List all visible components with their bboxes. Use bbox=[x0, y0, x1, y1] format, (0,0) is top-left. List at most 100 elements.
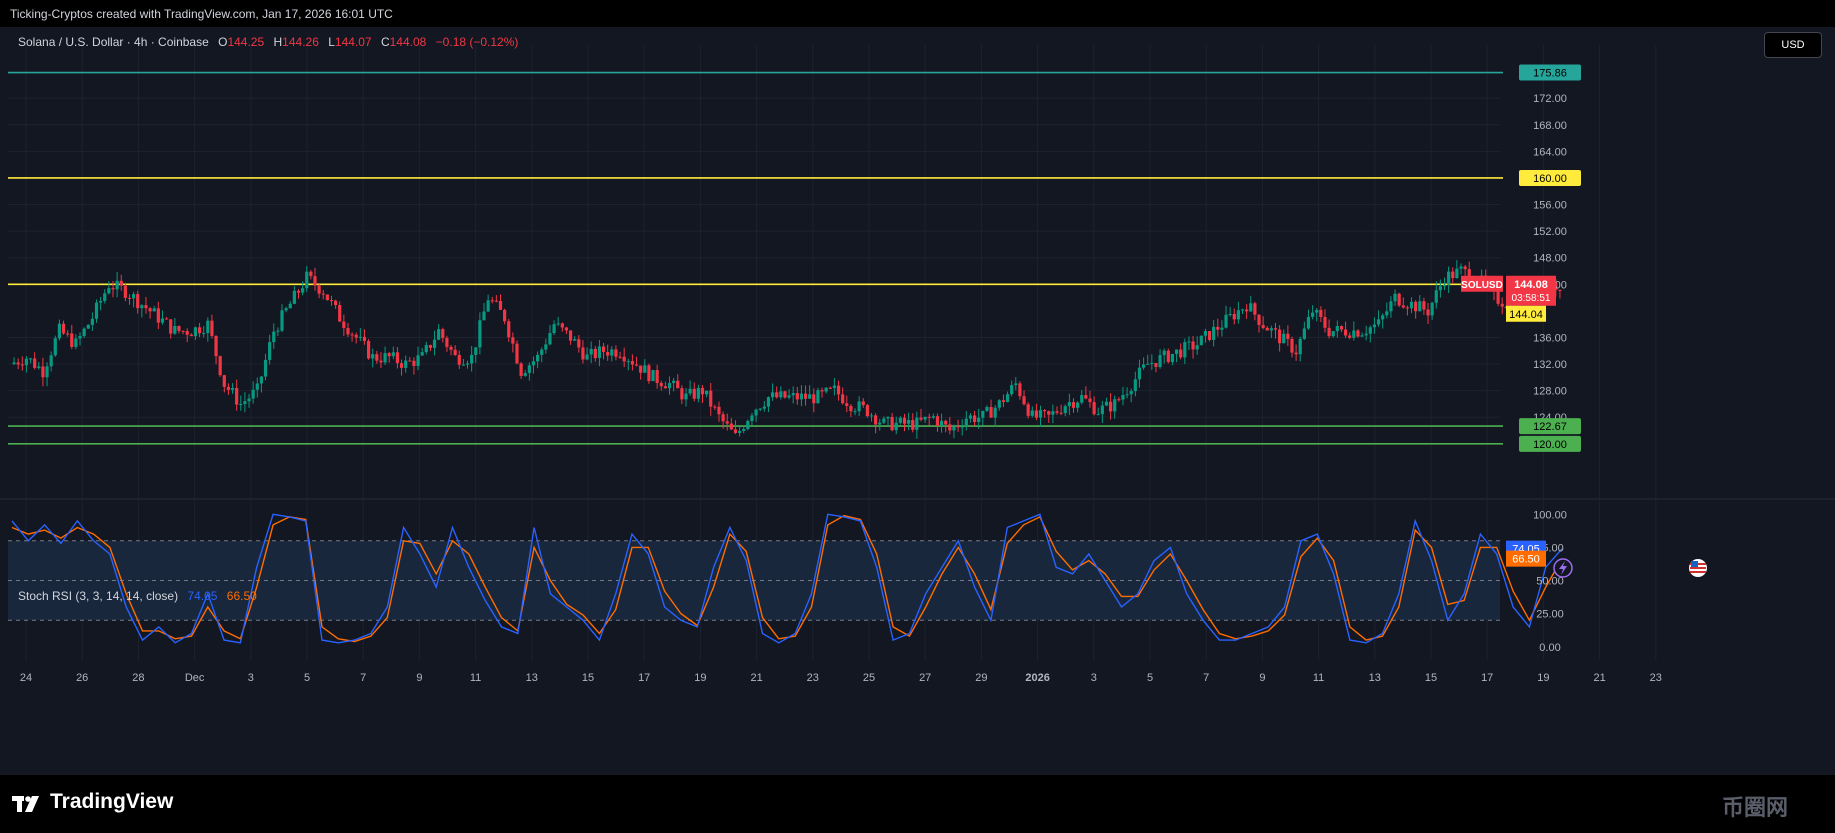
currency-button[interactable]: USD bbox=[1764, 32, 1822, 58]
candle-body bbox=[577, 339, 581, 348]
candle-body bbox=[490, 300, 494, 302]
candle-body bbox=[61, 323, 66, 334]
candle-body bbox=[292, 290, 296, 304]
rsi-value-label: 66.50 bbox=[1512, 554, 1540, 566]
price-tick-label: 136.00 bbox=[1533, 332, 1567, 344]
candle-body bbox=[1426, 309, 1430, 316]
candle-body bbox=[119, 280, 123, 286]
candle-body bbox=[1327, 327, 1331, 337]
candle-body bbox=[470, 354, 474, 364]
candle-body bbox=[1076, 402, 1080, 408]
candle-body bbox=[103, 293, 107, 301]
candle-body bbox=[610, 349, 614, 356]
candle-body bbox=[626, 361, 630, 363]
candle-body bbox=[445, 338, 449, 347]
candle-body bbox=[408, 360, 412, 362]
price-tick-label: 148.00 bbox=[1533, 253, 1567, 265]
chart-canvas[interactable]: 172.00 168.00 164.00 160.00 156.00 152.00 148.… bbox=[0, 0, 1835, 775]
candle-body bbox=[832, 385, 837, 388]
candle-body bbox=[1228, 313, 1232, 315]
candle-body bbox=[1286, 333, 1290, 339]
candle-body bbox=[791, 393, 795, 396]
candle-body bbox=[634, 364, 639, 366]
candle-body bbox=[1442, 284, 1447, 287]
candle-body bbox=[585, 354, 589, 360]
candle-body bbox=[750, 415, 754, 422]
candle-body bbox=[1261, 324, 1265, 328]
candle-body bbox=[197, 327, 202, 334]
candle-body bbox=[441, 329, 445, 339]
level-tag-label: 160.00 bbox=[1533, 173, 1567, 185]
stoch-rsi-legend: Stoch RSI (3, 3, 14, 14, close) 74.05 66… bbox=[18, 589, 257, 603]
d-value: 66.50 bbox=[226, 589, 257, 603]
candle-body bbox=[1253, 303, 1257, 315]
candle-body bbox=[334, 300, 338, 306]
candle-body bbox=[581, 347, 585, 360]
candle-body bbox=[1352, 330, 1356, 338]
candle-body bbox=[725, 421, 729, 424]
watermark: 币圈网 bbox=[1722, 795, 1789, 820]
candle-body bbox=[74, 338, 78, 347]
time-tick-label: 17 bbox=[1481, 672, 1493, 684]
candle-body bbox=[259, 376, 264, 384]
candle-body bbox=[1393, 293, 1397, 302]
price-tick-label: 172.00 bbox=[1533, 93, 1567, 105]
candle-body bbox=[1372, 324, 1377, 328]
k-value: 74.05 bbox=[187, 589, 218, 603]
level-tag-label: 122.67 bbox=[1533, 421, 1567, 433]
candle-body bbox=[1067, 402, 1071, 407]
time-tick-label: 27 bbox=[919, 672, 931, 684]
candle-body bbox=[1405, 307, 1410, 309]
candle-body bbox=[849, 405, 853, 412]
candle-body bbox=[601, 346, 606, 353]
price-tick-label: 168.00 bbox=[1533, 120, 1567, 132]
candle-body bbox=[676, 380, 680, 389]
candle-body bbox=[218, 356, 222, 376]
candle-body bbox=[111, 288, 115, 290]
candle-body bbox=[1010, 385, 1014, 395]
candle-body bbox=[898, 417, 902, 423]
candle-body bbox=[70, 333, 74, 347]
time-tick-label: 2026 bbox=[1025, 672, 1049, 684]
candle-body bbox=[251, 389, 255, 399]
candle-body bbox=[927, 416, 931, 418]
candle-body bbox=[362, 336, 367, 341]
candle-body bbox=[173, 325, 177, 334]
candle-body bbox=[41, 366, 45, 378]
candle-body bbox=[1001, 400, 1006, 403]
candle-body bbox=[758, 408, 762, 410]
candle-body bbox=[968, 415, 973, 419]
candle-body bbox=[568, 330, 573, 341]
candle-body bbox=[746, 421, 750, 430]
candle-body bbox=[1389, 301, 1393, 312]
candle-body bbox=[1451, 271, 1455, 279]
candle-body bbox=[1166, 350, 1170, 363]
tradingview-logo[interactable]: TradingView bbox=[12, 790, 173, 814]
candle-body bbox=[20, 364, 24, 366]
candle-body bbox=[66, 333, 70, 335]
price-tick-label: 132.00 bbox=[1533, 359, 1567, 371]
candle-body bbox=[350, 334, 354, 336]
event-icons bbox=[1553, 558, 1707, 578]
candle-body bbox=[630, 361, 635, 365]
candle-body bbox=[1224, 314, 1228, 328]
candle-body bbox=[329, 300, 334, 302]
high-value: 144.26 bbox=[282, 35, 319, 49]
time-tick-label: 21 bbox=[750, 672, 762, 684]
candle-body bbox=[956, 426, 960, 428]
candle-body bbox=[399, 363, 404, 368]
candle-body bbox=[1240, 309, 1245, 311]
candle-body bbox=[1191, 341, 1195, 350]
time-tick-label: 13 bbox=[526, 672, 538, 684]
level-tag-label: 120.00 bbox=[1533, 439, 1567, 451]
time-tick-label: 15 bbox=[1425, 672, 1437, 684]
candle-body bbox=[268, 342, 272, 360]
rsi-tick-label: 100.00 bbox=[1533, 509, 1567, 521]
candle-body bbox=[449, 346, 453, 350]
time-tick-label: 9 bbox=[1259, 672, 1265, 684]
candle-body bbox=[1080, 395, 1084, 403]
level-tag-label: 175.86 bbox=[1533, 68, 1567, 80]
level-tag bbox=[1519, 169, 1581, 186]
candle-body bbox=[672, 380, 676, 384]
candle-body bbox=[985, 406, 989, 411]
